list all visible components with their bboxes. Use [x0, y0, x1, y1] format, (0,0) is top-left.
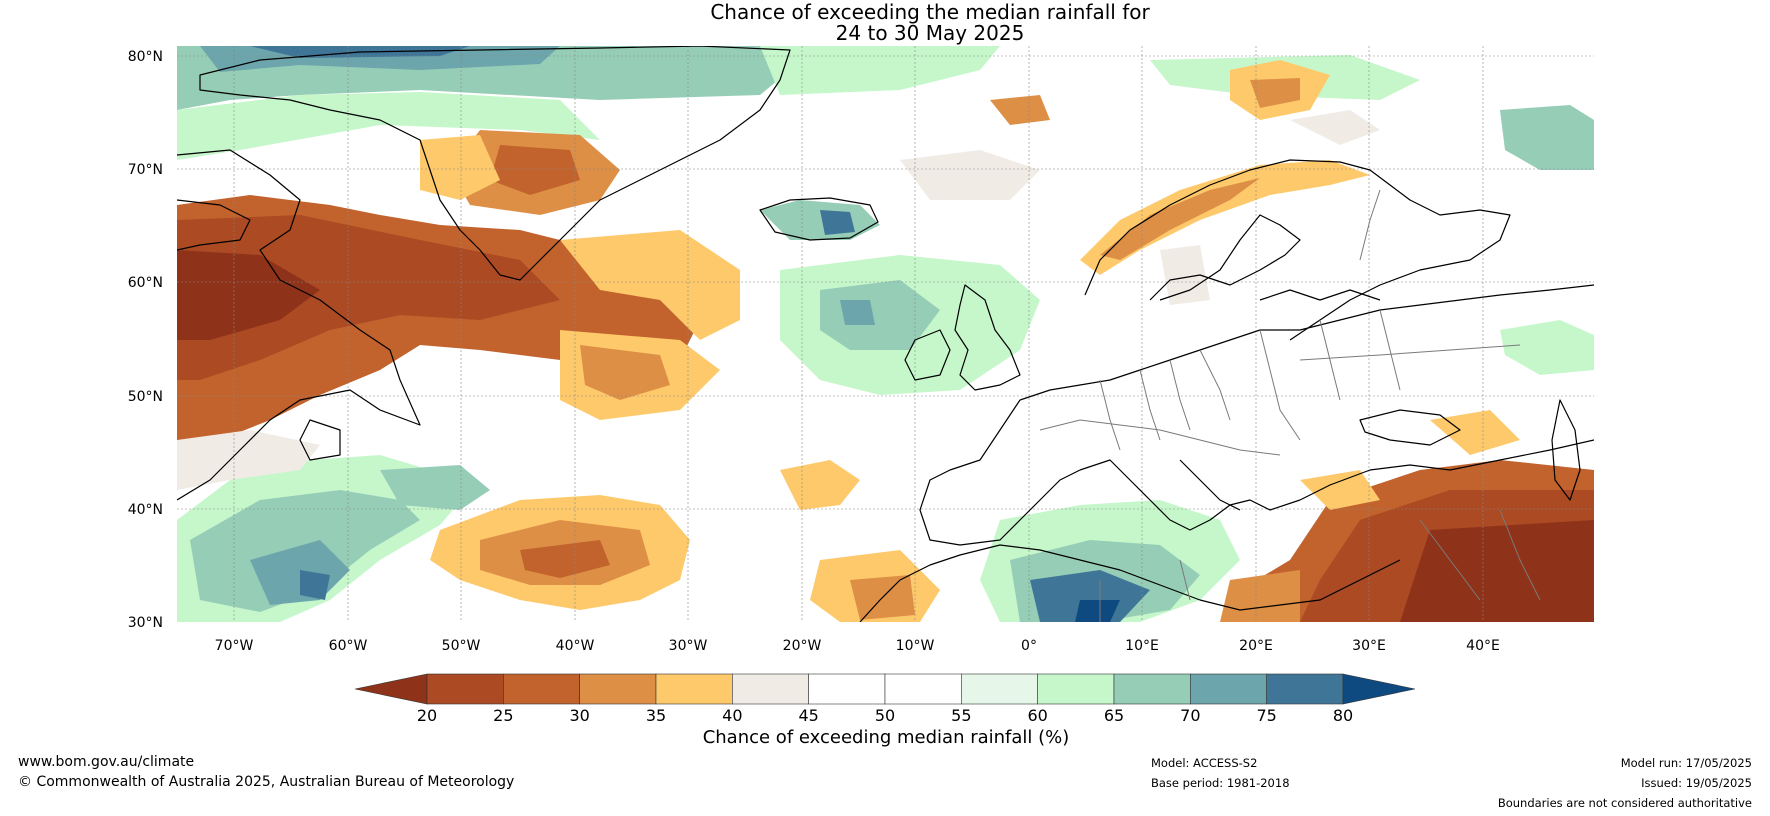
lon-label: 70°W: [215, 638, 254, 654]
footer-model-run: Model run: 17/05/2025: [1620, 756, 1752, 770]
lon-label: 10°W: [896, 638, 935, 654]
colorbar-segment: [1190, 673, 1267, 705]
lon-label: 30°E: [1352, 638, 1386, 654]
colorbar-tick-label: 35: [646, 706, 666, 725]
country-borders: [1039, 189, 1541, 622]
colorbar-segment: [503, 673, 580, 705]
colorbar-tick-label: 65: [1104, 706, 1124, 725]
colorbar-segment: [655, 673, 733, 705]
colorbar-segment: [426, 673, 504, 705]
lon-label: 60°W: [329, 638, 368, 654]
colorbar-segment: [579, 673, 657, 705]
longitude-labels: 70°W 60°W 50°W 40°W 30°W 20°W 10°W 0° 10…: [215, 638, 1500, 654]
map-panel: [177, 46, 1594, 622]
colorbar-segment: [1113, 673, 1191, 705]
colorbar-tick-label: 40: [722, 706, 742, 725]
lat-label: 70°N: [128, 162, 163, 178]
colorbar-segment: [808, 673, 886, 705]
colorbar-tick-label: 45: [798, 706, 818, 725]
colorbar-segment: [884, 673, 962, 705]
lon-label: 40°E: [1466, 638, 1500, 654]
colorbar-segment: [1266, 673, 1344, 705]
colorbar: [354, 673, 1416, 705]
footer-disclaimer: Boundaries are not considered authoritat…: [1497, 796, 1752, 810]
map-date-range: 24 to 30 May 2025: [835, 21, 1025, 45]
footer-base-period: Base period: 1981-2018: [1151, 776, 1290, 790]
footer-issued: Issued: 19/05/2025: [1641, 776, 1752, 790]
lon-label: 50°W: [442, 638, 481, 654]
colorbar-tick-label: 80: [1333, 706, 1353, 725]
colorbar-under-arrow: [354, 673, 428, 705]
footer-copyright: © Commonwealth of Australia 2025, Austra…: [18, 774, 515, 790]
colorbar-ticks: 20 25 30 35 40 45 50 55 60 65 70 75 80: [417, 706, 1353, 725]
colorbar-over-arrow: [1342, 673, 1416, 705]
footer-url: www.bom.gov.au/climate: [18, 754, 195, 770]
colorbar-tick-label: 25: [493, 706, 513, 725]
colorbar-label: Chance of exceeding median rainfall (%): [702, 727, 1070, 748]
lat-label: 50°N: [128, 389, 163, 405]
colorbar-tick-label: 60: [1027, 706, 1047, 725]
lon-label: 30°W: [669, 638, 708, 654]
colorbar-tick-label: 30: [569, 706, 589, 725]
gridlines: [177, 46, 1594, 622]
map-title: Chance of exceeding the median rainfall …: [710, 0, 1150, 24]
colorbar-tick-label: 50: [875, 706, 895, 725]
lon-label: 20°W: [783, 638, 822, 654]
lat-label: 40°N: [128, 502, 163, 518]
colorbar-tick-label: 20: [417, 706, 437, 725]
lat-label: 60°N: [128, 275, 163, 291]
latitude-labels: 80°N 70°N 60°N 50°N 40°N 30°N: [128, 49, 163, 631]
colorbar-tick-label: 75: [1256, 706, 1276, 725]
lon-label: 10°E: [1125, 638, 1159, 654]
colorbar-tick-label: 55: [951, 706, 971, 725]
lat-label: 80°N: [128, 49, 163, 65]
colorbar-segment: [961, 673, 1038, 705]
lon-label: 0°: [1021, 638, 1037, 654]
lon-label: 20°E: [1239, 638, 1273, 654]
colorbar-tick-label: 70: [1180, 706, 1200, 725]
probability-field: [177, 46, 1594, 622]
footer-model: Model: ACCESS-S2: [1151, 756, 1258, 770]
lon-label: 40°W: [556, 638, 595, 654]
colorbar-segment: [1037, 673, 1115, 705]
colorbar-segment: [732, 673, 809, 705]
lat-label: 30°N: [128, 615, 163, 631]
